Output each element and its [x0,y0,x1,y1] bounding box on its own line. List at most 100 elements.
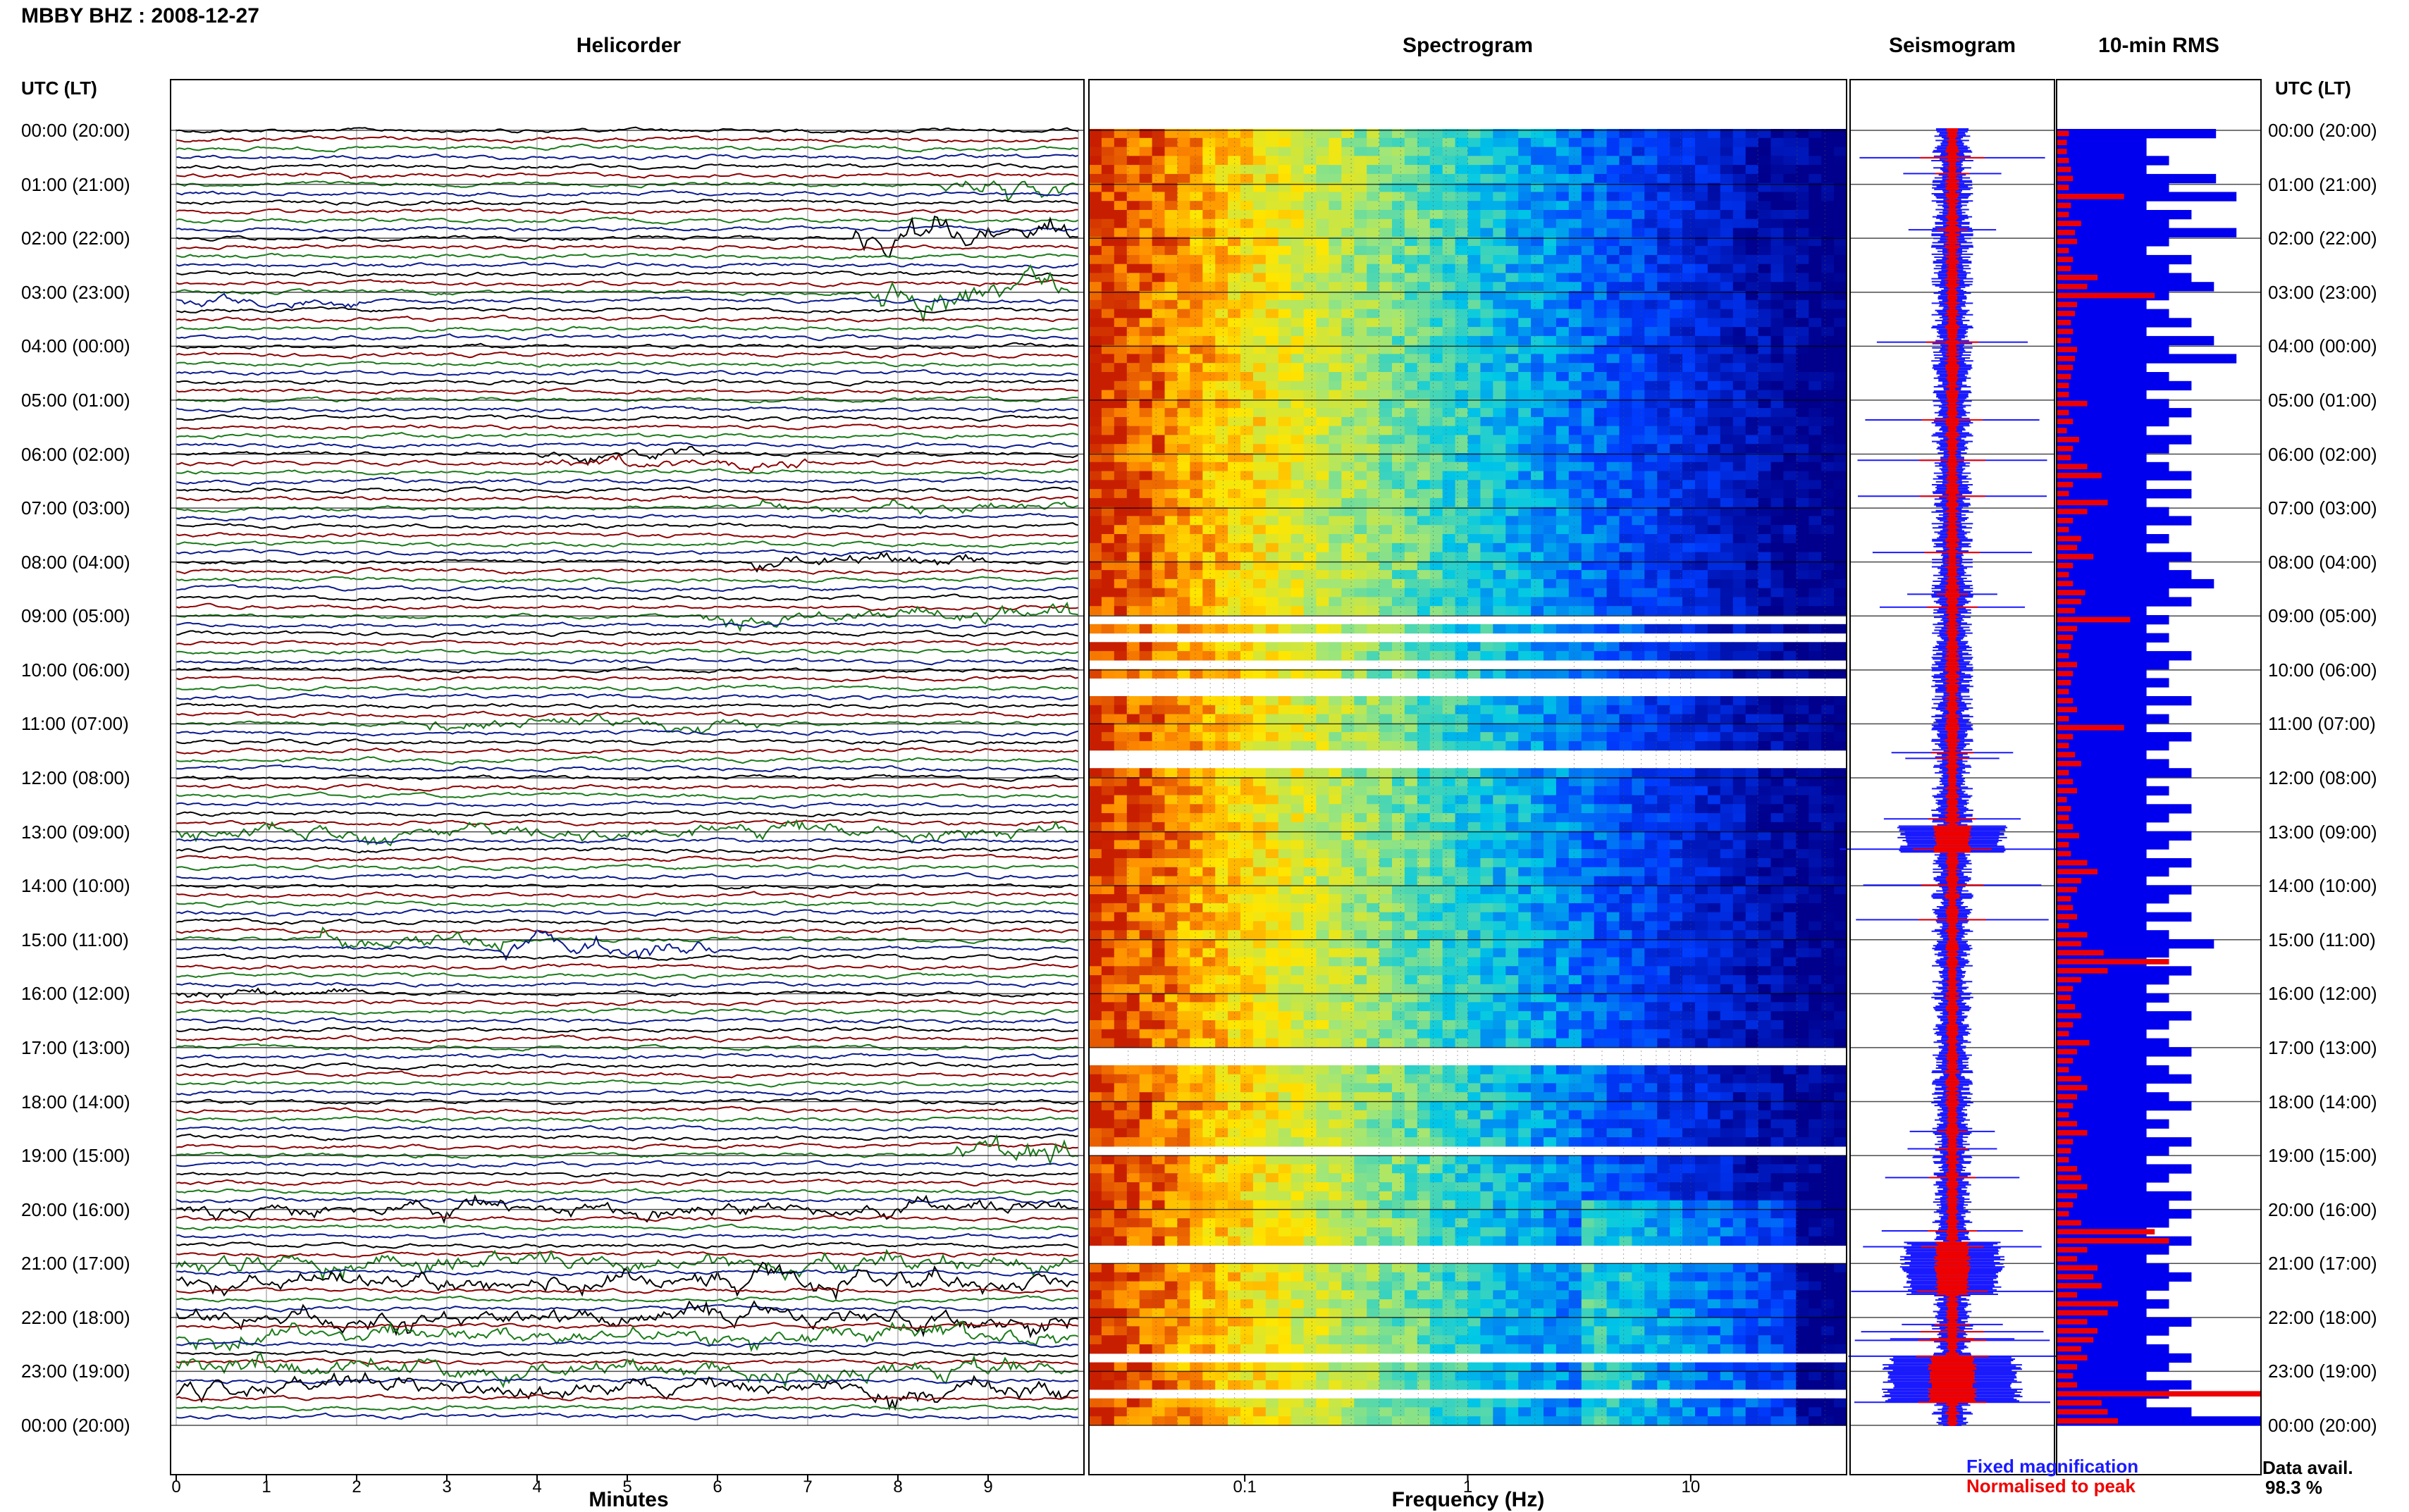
spectrogram-cell [1140,597,1153,606]
spectrogram-cell [1455,156,1469,165]
spectrogram-cell [1569,525,1582,534]
spectrogram-cell [1569,795,1582,805]
spectrogram-cell [1291,210,1305,219]
spectrogram-cell [1796,381,1809,390]
spectrogram-cell [1620,336,1633,345]
spectrogram-cell [1670,822,1683,831]
spectrogram-cell [1531,390,1544,399]
spectrogram-cell [1620,462,1633,471]
spectrogram-cell [1632,417,1645,426]
spectrogram-cell [1405,336,1418,345]
spectrogram-cell [1430,606,1443,615]
spectrogram-cell [1746,282,1759,291]
spectrogram-cell [1417,570,1431,579]
spectrogram-cell [1405,192,1418,201]
spectrogram-cell [1443,795,1456,805]
spectrogram-cell [1783,165,1797,174]
spectrogram-cell [1493,705,1506,714]
spectrogram-cell [1202,309,1216,318]
spectrogram-cell [1102,264,1115,273]
spectrogram-cell [1505,246,1519,255]
spectrogram-cell [1556,696,1570,705]
spectrogram-cell [1809,201,1822,210]
spectrogram-cell [1505,813,1519,822]
spectrogram-cell [1468,579,1481,588]
spectrogram-cell [1417,768,1431,777]
spectrogram-cell [1089,642,1102,651]
spectrogram-cell [1215,471,1228,481]
spectrogram-cell [1417,147,1431,156]
spectrogram-cell [1405,534,1418,543]
spectrogram-cell [1682,831,1696,841]
spectrogram-cell [1165,471,1178,481]
spectrogram-cell [1607,147,1620,156]
spectrogram-cell [1670,372,1683,381]
spectrogram-cell [1443,381,1456,390]
spectrogram-cell [1165,435,1178,444]
spectrogram-cell [1733,408,1746,417]
spectrogram-cell [1341,579,1355,588]
spectrogram-cell [1405,309,1418,318]
spectrogram-cell [1266,768,1279,777]
spectrogram-cell [1354,903,1367,912]
spectrogram-cell [1607,714,1620,724]
spectrogram-cell [1317,597,1330,606]
spectrogram-cell [1102,372,1115,381]
spectrogram-cell [1682,444,1696,453]
spectrogram-cell [1152,516,1166,525]
spectrogram-cell [1582,867,1595,876]
spectrogram-cell [1152,606,1166,615]
spectrogram-cell [1657,489,1670,498]
spectrogram-cell [1317,777,1330,786]
spectrogram-cell [1102,795,1115,805]
spectrogram-cell [1582,570,1595,579]
spectrogram-cell [1682,516,1696,525]
spectrogram-cell [1140,246,1153,255]
spectrogram-cell [1329,804,1342,813]
spectrogram-cell [1379,831,1393,841]
spectrogram-cell [1720,525,1734,534]
spectrogram-cell [1796,777,1809,786]
spectrogram-cell [1594,858,1608,867]
spectrogram-cell [1443,525,1456,534]
spectrogram-cell [1165,327,1178,336]
spectrogram-cell [1215,174,1228,183]
spectrogram-cell [1165,543,1178,552]
spectrogram-cell [1443,696,1456,705]
spectrogram-cell [1758,885,1772,894]
spectrogram-cell [1505,327,1519,336]
spectrogram-cell [1821,579,1835,588]
spectrogram-cell [1417,849,1431,858]
spectrogram-cell [1708,417,1721,426]
spectrogram-cell [1493,408,1506,417]
spectrogram-cell [1354,210,1367,219]
spectrogram-cell [1582,516,1595,525]
spectrogram-cell [1594,327,1608,336]
spectrogram-cell [1758,219,1772,228]
spectrogram-cell [1670,543,1683,552]
spectrogram-cell [1127,543,1140,552]
spectrogram-cell [1114,147,1128,156]
spectrogram-cell [1695,327,1708,336]
spectrogram-cell [1670,309,1683,318]
spectrogram-cell [1341,804,1355,813]
spectrogram-cell [1708,228,1721,237]
spectrogram-cell [1518,327,1532,336]
spectrogram-cell [1443,651,1456,660]
spectrogram-cell [1783,444,1797,453]
spectrogram-cell [1695,732,1708,741]
spectrogram-cell [1379,480,1393,489]
spectrogram-cell [1102,822,1115,831]
spectrogram-cell [1202,273,1216,282]
spectrogram-cell [1821,381,1835,390]
spectrogram-cell [1531,309,1544,318]
spectrogram-cell [1202,327,1216,336]
spectrogram-cell [1480,381,1493,390]
spectrogram-cell [1632,327,1645,336]
spectrogram-cell [1809,390,1822,399]
spectrogram-cell [1733,570,1746,579]
spectrogram-cell [1102,408,1115,417]
spectrogram-cell [1354,282,1367,291]
spectrogram-cell [1165,309,1178,318]
spectrogram-cell [1240,255,1254,264]
